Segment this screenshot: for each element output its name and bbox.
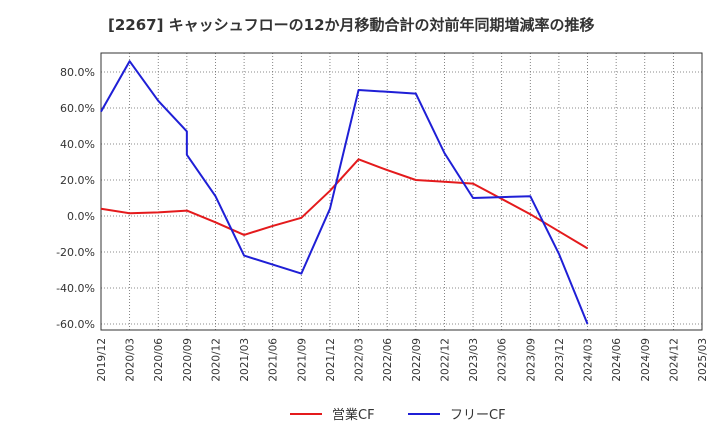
y-tick-label: 20.0% bbox=[60, 174, 95, 187]
x-tick-label: 2023/06 bbox=[497, 338, 509, 382]
x-tick-label: 2023/09 bbox=[525, 338, 537, 382]
axes: 80.0% 60.0% 40.0% 20.0% 0.0% -20.0% -40.0% -60.… bbox=[56, 52, 709, 382]
legend-label-free-cf: フリーCF bbox=[450, 408, 506, 423]
legend: 営業CF フリーCF bbox=[290, 407, 506, 423]
x-tick-label: 2021/06 bbox=[268, 338, 280, 382]
x-tick-label: 2023/12 bbox=[554, 338, 566, 382]
x-tick-label: 2022/12 bbox=[439, 338, 451, 382]
x-tick-label: 2024/06 bbox=[611, 338, 623, 382]
x-tick-label: 2022/09 bbox=[411, 338, 423, 382]
y-tick-label: 60.0% bbox=[60, 102, 95, 115]
y-tick-label: 40.0% bbox=[60, 138, 95, 151]
x-tick-label: 2019/12 bbox=[96, 338, 108, 382]
legend-label-operating-cf: 営業CF bbox=[332, 407, 375, 423]
y-tick-label: -40.0% bbox=[56, 282, 95, 295]
plot-frame bbox=[100, 52, 703, 331]
chart-title: [2267] キャッシュフローの12か月移動合計の対前年同期増減率の推移 bbox=[108, 16, 595, 34]
y-tick-label: -20.0% bbox=[56, 246, 95, 259]
x-tick-label: 2023/03 bbox=[468, 338, 480, 382]
x-tick-label: 2024/12 bbox=[668, 338, 680, 382]
x-tick-label: 2020/12 bbox=[210, 338, 222, 382]
operating-cf-line bbox=[100, 158, 589, 250]
x-tick-label: 2020/09 bbox=[182, 338, 194, 382]
y-tick-label: -60.0% bbox=[56, 318, 95, 331]
series-lines bbox=[100, 60, 589, 325]
x-tick-label: 2022/03 bbox=[354, 338, 366, 382]
x-tick-label: 2024/03 bbox=[583, 338, 595, 382]
x-tick-label: 2021/12 bbox=[325, 338, 337, 382]
y-tick-label: 0.0% bbox=[67, 210, 95, 223]
x-tick-label: 2021/09 bbox=[296, 338, 308, 382]
x-tick-label: 2020/03 bbox=[125, 338, 137, 382]
x-tick-label: 2024/09 bbox=[640, 338, 652, 382]
y-tick-label: 80.0% bbox=[60, 66, 95, 79]
x-tick-label: 2020/06 bbox=[153, 338, 165, 382]
grid bbox=[101, 53, 702, 330]
x-tick-label: 2021/03 bbox=[239, 338, 251, 382]
x-tick-label: 2025/03 bbox=[697, 338, 709, 382]
free-cf-line bbox=[100, 60, 589, 325]
x-tick-label: 2022/06 bbox=[382, 338, 394, 382]
